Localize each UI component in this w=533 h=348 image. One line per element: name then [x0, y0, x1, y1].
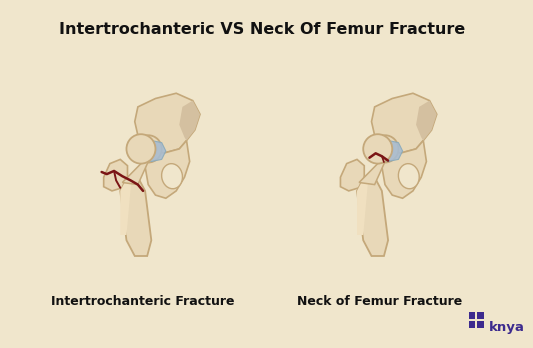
Polygon shape: [179, 101, 200, 141]
FancyBboxPatch shape: [469, 312, 475, 319]
Ellipse shape: [139, 140, 158, 158]
Text: Intertrochanteric Fracture: Intertrochanteric Fracture: [51, 295, 235, 308]
Polygon shape: [378, 141, 402, 161]
Polygon shape: [123, 159, 149, 184]
Text: knya: knya: [489, 321, 525, 334]
Text: Intertrochanteric VS Neck Of Femur Fracture: Intertrochanteric VS Neck Of Femur Fract…: [59, 22, 465, 37]
Polygon shape: [141, 141, 166, 161]
Ellipse shape: [372, 135, 399, 163]
Polygon shape: [120, 177, 132, 235]
Ellipse shape: [135, 135, 161, 163]
Ellipse shape: [398, 164, 419, 189]
FancyBboxPatch shape: [469, 321, 475, 328]
Text: Neck of Femur Fracture: Neck of Femur Fracture: [297, 295, 463, 308]
Polygon shape: [359, 159, 386, 184]
Polygon shape: [104, 159, 127, 191]
FancyBboxPatch shape: [478, 312, 484, 319]
Ellipse shape: [376, 140, 394, 158]
Circle shape: [126, 134, 156, 164]
Polygon shape: [382, 141, 426, 198]
Polygon shape: [416, 101, 437, 141]
Polygon shape: [341, 159, 364, 191]
Ellipse shape: [161, 164, 182, 189]
FancyBboxPatch shape: [478, 321, 484, 328]
Polygon shape: [357, 177, 388, 256]
Polygon shape: [372, 93, 437, 153]
Polygon shape: [120, 177, 151, 256]
Circle shape: [363, 134, 392, 164]
Polygon shape: [145, 141, 190, 198]
Polygon shape: [135, 93, 200, 153]
Polygon shape: [357, 177, 368, 235]
